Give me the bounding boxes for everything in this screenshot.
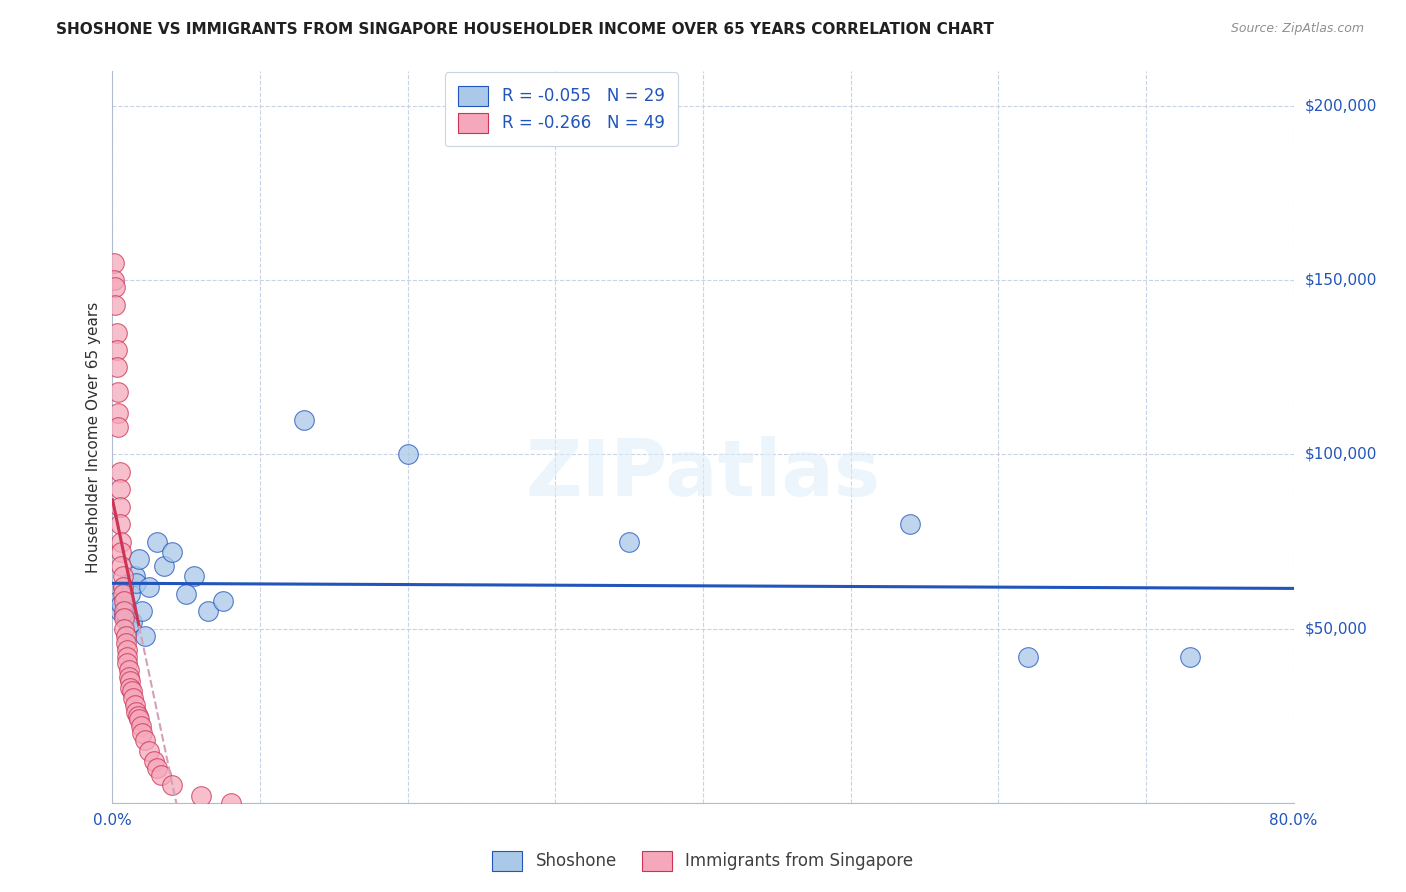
Point [107, 384, 129, 399]
Point [125, 576, 148, 591]
Point [292, 412, 315, 426]
Point [1178, 649, 1201, 664]
Point [127, 708, 149, 723]
Point [118, 664, 141, 678]
Point [114, 600, 136, 615]
Point [111, 580, 134, 594]
Text: $200,000: $200,000 [1305, 99, 1376, 113]
Point [117, 657, 138, 671]
Point [138, 743, 160, 757]
Point [105, 326, 128, 340]
Point [121, 615, 143, 629]
Point [125, 705, 148, 719]
Point [111, 569, 134, 583]
Point [110, 545, 132, 559]
Point [104, 280, 127, 294]
Point [138, 580, 160, 594]
Point [112, 622, 135, 636]
Point [153, 558, 176, 573]
Point [190, 789, 212, 803]
Point [108, 483, 131, 497]
Point [112, 594, 135, 608]
Legend: Shoshone, Immigrants from Singapore: Shoshone, Immigrants from Singapore [484, 842, 922, 880]
Point [160, 545, 183, 559]
Point [103, 273, 125, 287]
Point [131, 604, 153, 618]
Point [396, 448, 419, 462]
Point [219, 796, 242, 810]
Point [108, 604, 131, 618]
Point [108, 465, 131, 479]
Text: $150,000: $150,000 [1305, 273, 1376, 288]
Point [117, 642, 138, 657]
Point [183, 569, 205, 583]
Point [107, 406, 129, 420]
Text: $50,000: $50,000 [1305, 621, 1368, 636]
Point [197, 604, 219, 618]
Point [150, 768, 173, 782]
Y-axis label: Householder Income Over 65 years: Householder Income Over 65 years [86, 301, 101, 573]
Point [146, 761, 169, 775]
Point [120, 587, 142, 601]
Point [121, 684, 143, 698]
Point [111, 587, 134, 601]
Text: SHOSHONE VS IMMIGRANTS FROM SINGAPORE HOUSEHOLDER INCOME OVER 65 YEARS CORRELATI: SHOSHONE VS IMMIGRANTS FROM SINGAPORE HO… [56, 22, 994, 37]
Point [117, 611, 138, 625]
Point [103, 256, 125, 270]
Point [114, 635, 136, 649]
Point [1017, 649, 1039, 664]
Point [110, 534, 132, 549]
Point [104, 298, 127, 312]
Point [120, 681, 142, 695]
Point [114, 629, 136, 643]
Point [131, 726, 153, 740]
Point [174, 587, 197, 601]
Point [146, 534, 169, 549]
Point [134, 629, 156, 643]
Point [212, 594, 235, 608]
Point [111, 580, 134, 594]
Point [124, 698, 146, 713]
Point [105, 343, 128, 357]
Point [898, 517, 921, 532]
Text: ZIPatlas: ZIPatlas [526, 435, 880, 512]
Point [120, 673, 142, 688]
Point [112, 604, 135, 618]
Point [128, 552, 150, 566]
Point [107, 419, 129, 434]
Point [118, 622, 141, 636]
Legend: R = -0.055   N = 29, R = -0.266   N = 49: R = -0.055 N = 29, R = -0.266 N = 49 [444, 72, 678, 146]
Point [160, 778, 183, 792]
Point [134, 733, 156, 747]
Point [105, 360, 128, 375]
Text: $100,000: $100,000 [1305, 447, 1376, 462]
Point [112, 611, 135, 625]
Point [107, 594, 129, 608]
Text: Source: ZipAtlas.com: Source: ZipAtlas.com [1230, 22, 1364, 36]
Point [112, 607, 135, 622]
Point [122, 691, 145, 706]
Point [129, 719, 152, 733]
Point [124, 569, 146, 583]
Point [142, 754, 165, 768]
Point [110, 558, 132, 573]
Point [108, 500, 131, 514]
Point [110, 597, 132, 611]
Point [117, 649, 138, 664]
Point [108, 517, 131, 532]
Point [619, 534, 641, 549]
Point [118, 670, 141, 684]
Point [128, 712, 150, 726]
